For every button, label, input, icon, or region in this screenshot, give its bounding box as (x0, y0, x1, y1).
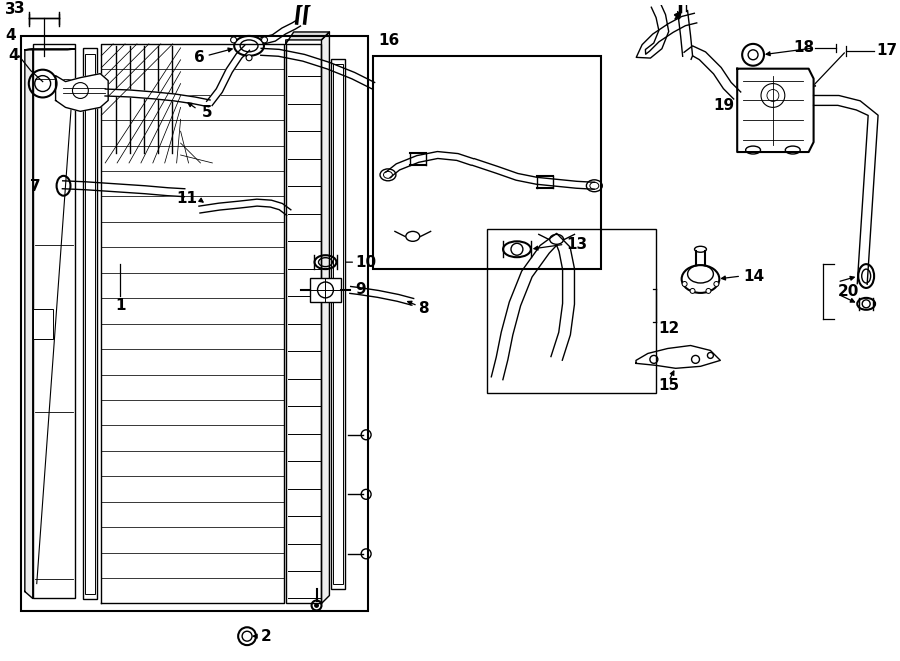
Text: 8: 8 (418, 301, 428, 316)
Polygon shape (737, 69, 814, 152)
Text: 16: 16 (378, 33, 400, 48)
Bar (84, 48, 97, 600)
Polygon shape (199, 199, 291, 215)
Text: 12: 12 (658, 321, 680, 336)
Text: 13: 13 (567, 237, 588, 252)
Text: 14: 14 (743, 268, 764, 284)
Bar (333, 63, 343, 584)
Text: 17: 17 (876, 44, 897, 58)
Bar (286, 44, 321, 603)
Polygon shape (386, 151, 473, 178)
Circle shape (262, 37, 267, 43)
Bar (374, 56, 601, 269)
Text: 15: 15 (658, 377, 680, 393)
Circle shape (246, 55, 252, 61)
Polygon shape (491, 233, 574, 379)
Text: 10: 10 (356, 254, 376, 270)
Polygon shape (286, 32, 329, 44)
Bar (331, 59, 346, 588)
Circle shape (682, 282, 687, 286)
Circle shape (230, 37, 237, 43)
Bar (32, 44, 76, 598)
Polygon shape (472, 159, 595, 189)
Text: 18: 18 (794, 40, 814, 56)
Text: 19: 19 (714, 98, 734, 113)
Polygon shape (105, 89, 210, 107)
Polygon shape (56, 73, 108, 111)
Bar (32, 309, 52, 338)
Polygon shape (678, 11, 692, 56)
Polygon shape (25, 49, 76, 50)
Text: 7: 7 (30, 179, 40, 194)
Polygon shape (25, 49, 32, 598)
Polygon shape (321, 32, 329, 603)
Text: 20: 20 (837, 284, 859, 299)
Polygon shape (636, 346, 720, 368)
Text: 5: 5 (202, 105, 212, 120)
Polygon shape (684, 46, 741, 99)
Text: 4: 4 (8, 48, 19, 63)
Polygon shape (636, 3, 697, 58)
Bar (21, 36, 368, 611)
Polygon shape (350, 286, 414, 305)
Bar (487, 229, 656, 393)
Polygon shape (814, 95, 878, 284)
Text: 9: 9 (356, 282, 365, 297)
Text: 11: 11 (176, 191, 197, 206)
Text: 6: 6 (194, 50, 204, 65)
Circle shape (690, 288, 695, 293)
Circle shape (742, 44, 764, 65)
Polygon shape (62, 181, 184, 197)
Polygon shape (207, 46, 249, 106)
Text: 1: 1 (115, 298, 125, 313)
Bar (86, 54, 95, 594)
Text: 4: 4 (5, 28, 16, 44)
Text: 3: 3 (5, 2, 16, 17)
Circle shape (706, 288, 711, 293)
Polygon shape (261, 48, 374, 89)
Bar (310, 278, 341, 302)
Text: 2: 2 (261, 629, 272, 644)
Text: 3: 3 (14, 1, 25, 16)
Circle shape (714, 282, 719, 286)
Polygon shape (261, 20, 301, 44)
Circle shape (314, 603, 319, 608)
